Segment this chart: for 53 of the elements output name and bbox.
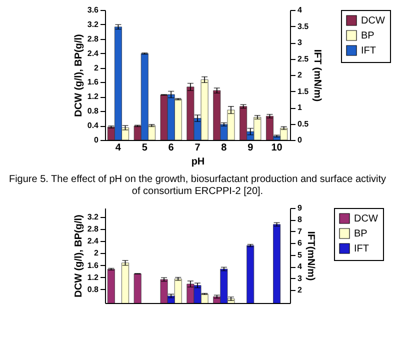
x-tick-label: 6 bbox=[168, 142, 174, 154]
caption: Figure 5. The effect of pH on the growth, biosurfactant production and surface activity of consortium ERCPPI-2 [20]. bbox=[8, 174, 386, 197]
y-tick-label: 2 bbox=[94, 63, 100, 72]
y2-tick-label: 1.5 bbox=[298, 86, 310, 96]
y2-tick-label: 4 bbox=[298, 262, 302, 272]
y2-tick-label: 9 bbox=[298, 204, 302, 212]
y2-tick-label: 0 bbox=[298, 136, 302, 144]
y2-axis-title: IFT (mN/m) bbox=[312, 49, 323, 102]
y-tick-label: 0.8 bbox=[87, 106, 100, 116]
legend-label: BP bbox=[354, 228, 368, 240]
y-tick-label: 2.8 bbox=[87, 224, 100, 234]
legend-label: IFT bbox=[361, 46, 376, 56]
x-tick-label: 7 bbox=[194, 142, 201, 154]
y-tick-label: 2 bbox=[94, 248, 100, 258]
legend-label: DCW bbox=[361, 16, 386, 26]
y2-tick-label: 0.5 bbox=[298, 119, 310, 128]
y-axis-title: DCW (g/l), BP(g/l) bbox=[73, 34, 84, 117]
y-tick-label: 0.8 bbox=[87, 284, 100, 294]
legend-label: IFT bbox=[354, 244, 369, 254]
y-tick-label: 3.2 bbox=[87, 20, 100, 29]
y-tick-label: 1.6 bbox=[87, 78, 100, 87]
y2-tick-label: 2.5 bbox=[298, 54, 310, 64]
x-tick-label: 4 bbox=[115, 142, 122, 154]
y2-tick-label: 3 bbox=[298, 274, 302, 283]
y-tick-label: 2.4 bbox=[87, 236, 100, 246]
y2-tick-label: 3 bbox=[298, 38, 302, 47]
legend-label: DCW bbox=[354, 214, 378, 224]
y-tick-label: 1.2 bbox=[87, 272, 100, 282]
x-tick-label: 9 bbox=[248, 142, 254, 154]
y2-tick-label: 2 bbox=[298, 286, 302, 295]
y2-tick-label: 5 bbox=[298, 250, 302, 260]
y2-tick-label: 3.5 bbox=[298, 22, 310, 31]
y2-tick-label: 1 bbox=[298, 103, 302, 112]
y-tick-label: 0 bbox=[94, 136, 100, 144]
y2-tick-label: 8 bbox=[298, 215, 302, 224]
y-tick-label: 2.4 bbox=[87, 48, 100, 58]
y-tick-label: 1.6 bbox=[87, 260, 100, 270]
y-tick-label: 3.6 bbox=[87, 6, 100, 14]
y-axis-title: DCW (g/l), BP(g/l) bbox=[73, 214, 84, 298]
y-tick-label: 2.8 bbox=[87, 34, 100, 44]
x-tick-label: 5 bbox=[142, 142, 148, 154]
y2-tick-label: 6 bbox=[298, 238, 302, 248]
y2-tick-label: 7 bbox=[298, 226, 302, 236]
y2-tick-label: 2 bbox=[298, 70, 302, 80]
y-tick-label: 3.2 bbox=[87, 212, 100, 222]
legend-label: BP bbox=[361, 30, 375, 42]
x-tick-label: 10 bbox=[271, 142, 283, 154]
y-tick-label: 1.2 bbox=[87, 92, 100, 102]
y2-tick-label: 4 bbox=[298, 6, 302, 14]
y2-axis-title: IFT(mN/m) bbox=[304, 231, 316, 281]
y-tick-label: 0.4 bbox=[87, 121, 100, 130]
x-tick-label: 8 bbox=[221, 142, 228, 154]
x-axis-title: pH bbox=[191, 156, 205, 168]
